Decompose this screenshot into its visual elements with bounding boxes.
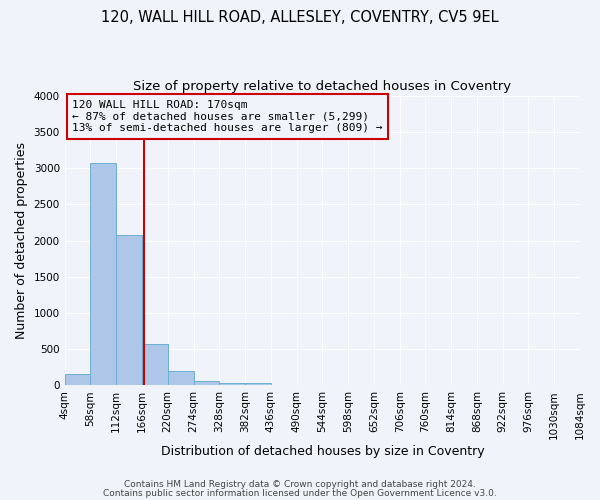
Bar xyxy=(116,236,142,386)
X-axis label: Distribution of detached houses by size in Coventry: Distribution of detached houses by size … xyxy=(161,444,484,458)
Title: Size of property relative to detached houses in Coventry: Size of property relative to detached ho… xyxy=(133,80,511,93)
Bar xyxy=(245,384,271,386)
Text: 120, WALL HILL ROAD, ALLESLEY, COVENTRY, CV5 9EL: 120, WALL HILL ROAD, ALLESLEY, COVENTRY,… xyxy=(101,10,499,25)
Bar xyxy=(65,374,91,386)
Bar xyxy=(142,344,168,386)
Y-axis label: Number of detached properties: Number of detached properties xyxy=(15,142,28,339)
Bar xyxy=(219,383,245,386)
Bar xyxy=(193,380,219,386)
Bar xyxy=(91,163,116,386)
Text: Contains public sector information licensed under the Open Government Licence v3: Contains public sector information licen… xyxy=(103,488,497,498)
Bar xyxy=(168,370,193,386)
Text: Contains HM Land Registry data © Crown copyright and database right 2024.: Contains HM Land Registry data © Crown c… xyxy=(124,480,476,489)
Text: 120 WALL HILL ROAD: 170sqm
← 87% of detached houses are smaller (5,299)
13% of s: 120 WALL HILL ROAD: 170sqm ← 87% of deta… xyxy=(73,100,383,133)
